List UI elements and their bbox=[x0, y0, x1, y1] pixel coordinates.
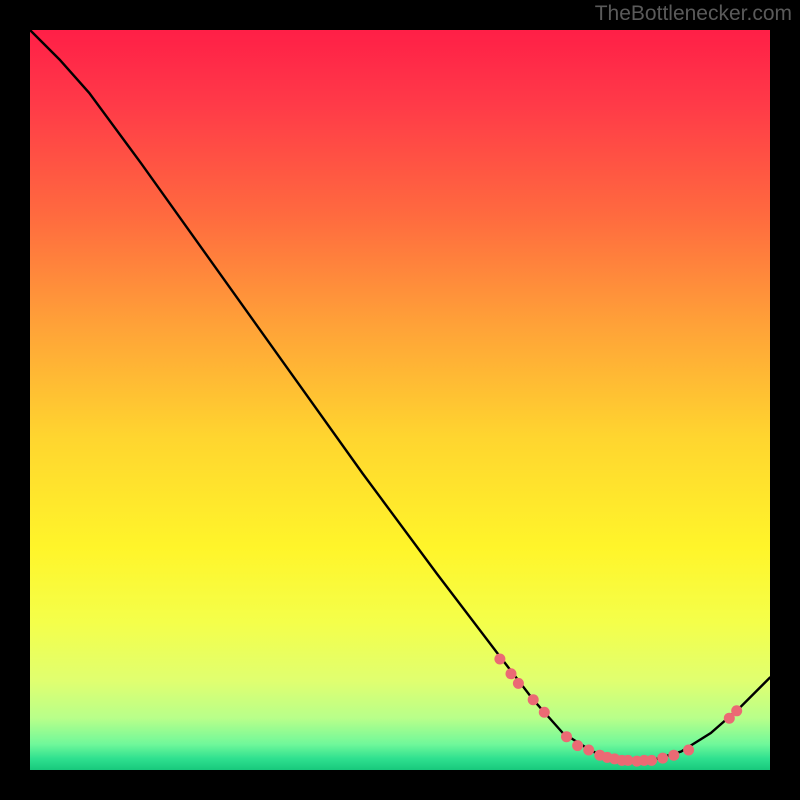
data-marker bbox=[731, 705, 742, 716]
plot-area bbox=[30, 30, 770, 770]
chart-background bbox=[30, 30, 770, 770]
data-marker bbox=[668, 750, 679, 761]
data-marker bbox=[539, 707, 550, 718]
attribution-text: TheBottlenecker.com bbox=[595, 2, 792, 26]
data-marker bbox=[572, 740, 583, 751]
data-marker bbox=[657, 753, 668, 764]
data-marker bbox=[683, 745, 694, 756]
chart-svg bbox=[30, 30, 770, 770]
data-marker bbox=[513, 678, 524, 689]
data-marker bbox=[528, 694, 539, 705]
data-marker bbox=[561, 731, 572, 742]
data-marker bbox=[494, 654, 505, 665]
data-marker bbox=[506, 668, 517, 679]
data-marker bbox=[583, 745, 594, 756]
data-marker bbox=[646, 755, 657, 766]
